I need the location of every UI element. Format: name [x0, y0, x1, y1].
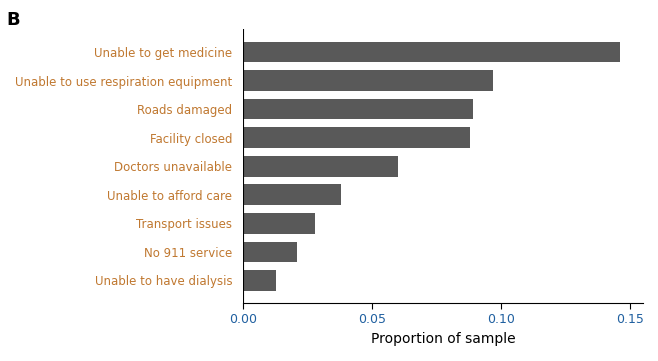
X-axis label: Proportion of sample: Proportion of sample [370, 332, 515, 346]
Bar [243, 270, 276, 291]
Bar [243, 127, 470, 148]
Bar [243, 242, 297, 262]
Bar [243, 99, 472, 119]
Bar [243, 70, 494, 91]
Bar [243, 213, 315, 234]
Bar [243, 156, 397, 177]
Bar [243, 42, 620, 62]
Text: B: B [7, 11, 20, 29]
Bar [243, 184, 341, 205]
